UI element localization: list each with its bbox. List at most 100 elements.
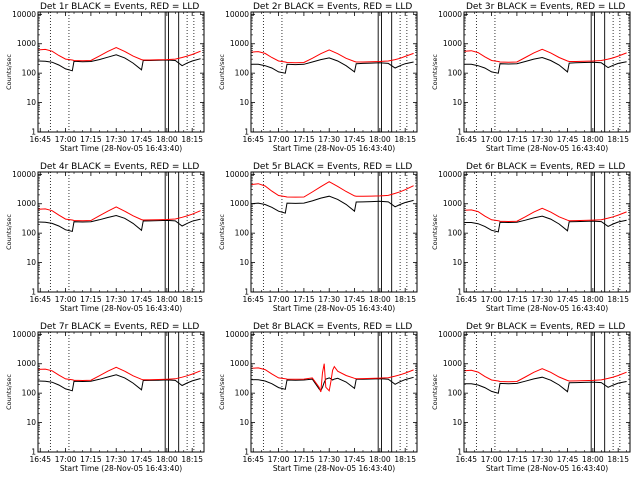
panel-det-4: Det 4r BLACK = Events, RED = LLD 1 10 100 10…: [5, 162, 205, 313]
y-tick-label: 100: [448, 389, 463, 398]
panel-title: Det 3r BLACK = Events, RED = LLD: [466, 2, 625, 12]
y-axis-label: Counts/sec: [218, 214, 226, 250]
plot-frame: [250, 11, 418, 133]
x-tick-label: 18:15: [181, 135, 203, 144]
x-tick-label: 18:00: [369, 295, 391, 304]
x-tick-label: 18:15: [394, 295, 416, 304]
lld-series-line: [251, 363, 414, 393]
x-tick-label: 17:15: [506, 135, 528, 144]
x-tick-label: 16:45: [242, 135, 264, 144]
y-tick-label: 10000: [225, 170, 249, 179]
x-tick-label: 17:15: [80, 295, 102, 304]
panel-det-6: Det 6r BLACK = Events, RED = LLD 1 10 100 10…: [431, 162, 631, 313]
x-tick-label: 17:00: [55, 295, 77, 304]
x-tick-label: 18:00: [582, 295, 604, 304]
x-axis-label: Start Time (28-Nov-05 16:43:40): [60, 464, 182, 473]
x-tick-label: 17:15: [293, 135, 315, 144]
y-axis-label: Counts/sec: [5, 214, 13, 250]
y-tick-label: 10: [26, 258, 36, 267]
y-tick-label: 100: [448, 69, 463, 78]
events-series-line: [38, 54, 201, 72]
events-series-line: [251, 195, 414, 214]
x-tick-label: 16:45: [242, 455, 264, 464]
y-tick-label: 100: [22, 229, 37, 238]
x-tick-label: 17:45: [131, 455, 153, 464]
panel-det-2: Det 2r BLACK = Events, RED = LLD 1 10 100 10…: [218, 2, 418, 153]
x-tick-label: 17:45: [557, 295, 579, 304]
y-tick-label: 10000: [12, 330, 36, 339]
plot-frame: [463, 11, 631, 133]
y-tick-label: 1: [31, 128, 36, 137]
x-tick-label: 17:00: [481, 455, 503, 464]
events-series-line: [464, 56, 627, 74]
x-tick-label: 17:15: [293, 455, 315, 464]
y-tick-label: 1000: [443, 199, 462, 208]
panel-det-5: Det 5r BLACK = Events, RED = LLD 1 10 100 10…: [218, 162, 418, 313]
x-tick-label: 16:45: [29, 455, 51, 464]
y-tick-label: 10000: [225, 330, 249, 339]
x-tick-label: 18:15: [607, 295, 629, 304]
events-series-line: [251, 57, 414, 74]
x-tick-label: 17:15: [506, 455, 528, 464]
x-tick-label: 17:45: [557, 135, 579, 144]
y-axis-label: Counts/sec: [218, 374, 226, 410]
x-tick-label: 17:00: [481, 135, 503, 144]
x-tick-label: 17:45: [344, 295, 366, 304]
panel-det-3: Det 3r BLACK = Events, RED = LLD 1 10 100 10…: [431, 2, 631, 153]
x-tick-label: 17:00: [481, 295, 503, 304]
lld-series-line: [38, 366, 201, 382]
y-tick-label: 10000: [225, 10, 249, 19]
x-tick-label: 17:00: [268, 455, 290, 464]
y-tick-label: 10000: [438, 170, 462, 179]
x-tick-label: 18:00: [369, 135, 391, 144]
y-tick-label: 1: [457, 128, 462, 137]
x-axis-label: Start Time (28-Nov-05 16:43:40): [486, 304, 608, 313]
panel-title: Det 8r BLACK = Events, RED = LLD: [253, 322, 412, 332]
y-tick-label: 100: [235, 69, 250, 78]
x-tick-label: 17:00: [268, 135, 290, 144]
y-tick-label: 1: [457, 288, 462, 297]
y-tick-label: 100: [22, 69, 37, 78]
x-tick-label: 18:00: [369, 455, 391, 464]
y-tick-label: 1000: [17, 199, 36, 208]
x-tick-label: 17:15: [80, 135, 102, 144]
panel-title: Det 7r BLACK = Events, RED = LLD: [40, 322, 199, 332]
y-tick-label: 10000: [438, 330, 462, 339]
y-tick-label: 10000: [12, 170, 36, 179]
x-tick-label: 17:30: [531, 135, 553, 144]
lld-series-line: [464, 48, 627, 63]
panel-title: Det 6r BLACK = Events, RED = LLD: [466, 162, 625, 172]
x-tick-label: 18:00: [582, 455, 604, 464]
plot-frame: [250, 331, 418, 453]
events-series-line: [251, 376, 414, 392]
y-tick-label: 100: [235, 389, 250, 398]
x-tick-label: 17:30: [105, 455, 127, 464]
y-tick-label: 1: [457, 448, 462, 457]
plot-frame: [37, 331, 205, 453]
x-tick-label: 16:45: [455, 135, 477, 144]
x-tick-label: 16:45: [455, 295, 477, 304]
plot-frame: [250, 171, 418, 293]
x-tick-label: 17:45: [131, 295, 153, 304]
x-axis-label: Start Time (28-Nov-05 16:43:40): [273, 144, 395, 153]
x-tick-label: 17:00: [268, 295, 290, 304]
y-tick-label: 100: [22, 389, 37, 398]
y-tick-label: 1: [31, 288, 36, 297]
y-tick-label: 10000: [438, 10, 462, 19]
y-tick-label: 10: [26, 418, 36, 427]
y-tick-label: 1: [31, 448, 36, 457]
x-tick-label: 17:30: [318, 135, 340, 144]
lld-series-line: [38, 206, 201, 222]
events-series-line: [38, 374, 201, 392]
y-tick-label: 1: [244, 128, 249, 137]
y-tick-label: 10: [239, 418, 249, 427]
x-tick-label: 16:45: [455, 455, 477, 464]
y-tick-label: 10: [452, 418, 462, 427]
x-tick-label: 17:30: [318, 295, 340, 304]
x-tick-label: 18:00: [156, 135, 178, 144]
y-tick-label: 1000: [230, 199, 249, 208]
lld-series-line: [38, 47, 201, 62]
lld-series-line: [464, 207, 627, 223]
y-axis-label: Counts/sec: [5, 54, 13, 90]
